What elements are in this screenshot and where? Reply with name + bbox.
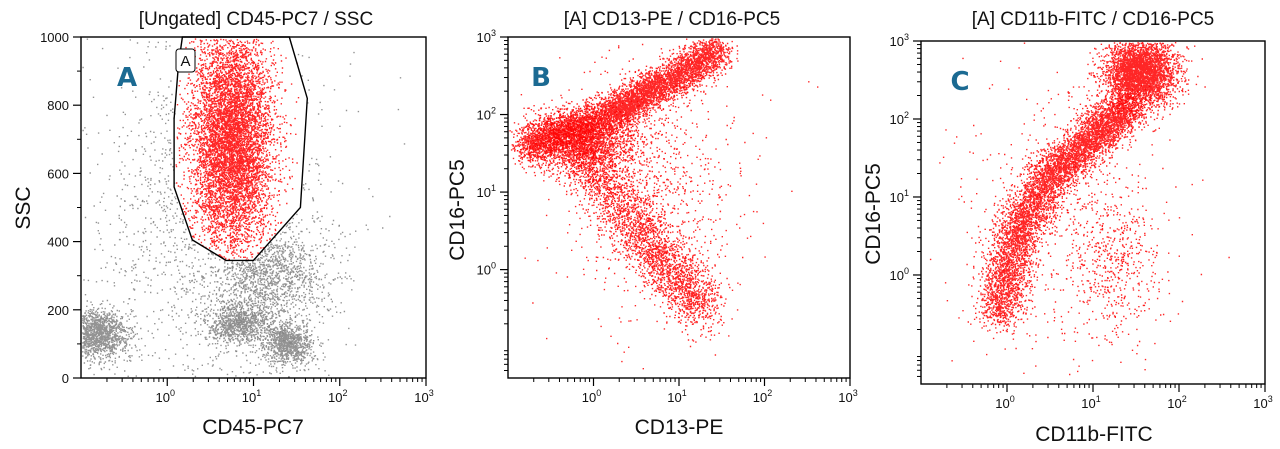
panel-c-plot-frame: [920, 40, 1266, 385]
y-tick-label: 600: [47, 166, 69, 181]
x-tick-label: 102: [753, 388, 772, 405]
population-left-cluster: [511, 89, 678, 194]
x-tick-label: 103: [838, 388, 857, 405]
population-top-cluster: [1083, 42, 1206, 133]
y-tick-label: 102: [477, 106, 496, 123]
y-tick-label: 400: [47, 235, 69, 250]
panel-c-title: [A] CD11b-FITC / CD16-PC5: [972, 9, 1214, 30]
population-gated-granulocytes: [175, 38, 300, 261]
population-sparse: [929, 42, 1230, 374]
y-tick-label: 200: [47, 303, 69, 318]
y-tick-label: 100: [477, 261, 496, 278]
population-scatter: [524, 43, 819, 370]
panel-b-letter: B: [531, 63, 551, 93]
gate-a-label-box: [175, 48, 196, 73]
panel-c-ticks: 100 101 102 103 100 101 102 103: [890, 32, 1273, 411]
panel-b-ticks: 100 101 102 103 100 101 102 103: [477, 28, 858, 405]
x-tick-label: 101: [1081, 394, 1100, 411]
panel-a-x-label: CD45-PC7: [202, 416, 304, 439]
panel-b-y-label: CD16-PC5: [446, 159, 469, 261]
panel-b-title: [A] CD13-PE / CD16-PC5: [564, 9, 780, 30]
panel-b: [A] CD13-PE / CD16-PC5 100 101 102 10310010…: [446, 9, 858, 439]
y-tick-label: 103: [890, 32, 909, 49]
panel-a-title: [Ungated] CD45-PC7 / SSC: [139, 9, 373, 30]
panel-a-points: [82, 38, 406, 379]
x-tick-label: 100: [582, 388, 601, 405]
panel-a-letter: A: [117, 63, 137, 93]
y-tick-label: 100: [890, 266, 909, 283]
x-tick-label: 101: [242, 388, 261, 405]
population-lymphocytes: [82, 298, 156, 371]
population-monocytes: [184, 292, 304, 355]
x-tick-label: 102: [328, 388, 347, 405]
y-tick-label: 1000: [40, 30, 69, 45]
population-lower-arm: [543, 110, 741, 348]
population-bright-cluster: [257, 308, 330, 378]
panel-c: [A] CD11b-FITC / CD16-PC5 100 101 102 10310…: [862, 9, 1273, 446]
panel-c-y-label: CD16-PC5: [862, 163, 885, 265]
population-mid-band: [178, 215, 369, 354]
x-tick-label: 100: [156, 388, 175, 405]
panel-a-y-label: SSC: [12, 186, 35, 229]
panel-c-x-label: CD11b-FITC: [1035, 423, 1152, 446]
y-tick-label: 102: [890, 110, 909, 127]
panel-b-x-label: CD13-PE: [635, 416, 724, 439]
y-tick-label: 101: [477, 183, 496, 200]
panel-c-letter: C: [950, 67, 969, 97]
panel-c-points: [929, 42, 1230, 376]
y-tick-label: 101: [890, 188, 909, 205]
x-tick-label: 103: [1253, 394, 1272, 411]
panel-b-points: [509, 38, 819, 370]
population-diagonal: [962, 83, 1166, 340]
y-tick-label: 0: [62, 371, 69, 386]
x-tick-label: 101: [667, 388, 686, 405]
panel-b-plot-frame: [507, 36, 851, 379]
population-upper-arm: [509, 38, 739, 170]
y-tick-label: 103: [477, 28, 496, 45]
x-tick-label: 100: [995, 394, 1014, 411]
x-tick-label: 103: [414, 388, 433, 405]
panel-a: [Ungated] CD45-PC7 / SSC 100 101 102 103 0 20…: [12, 9, 434, 439]
y-tick-label: 800: [47, 98, 69, 113]
x-tick-label: 102: [1167, 394, 1186, 411]
gate-a-polygon[interactable]: [173, 36, 309, 262]
panel-a-ticks: 100 101 102 103 0 200 400 600 800 1000: [40, 30, 434, 405]
gate-a-label: A: [180, 53, 190, 70]
